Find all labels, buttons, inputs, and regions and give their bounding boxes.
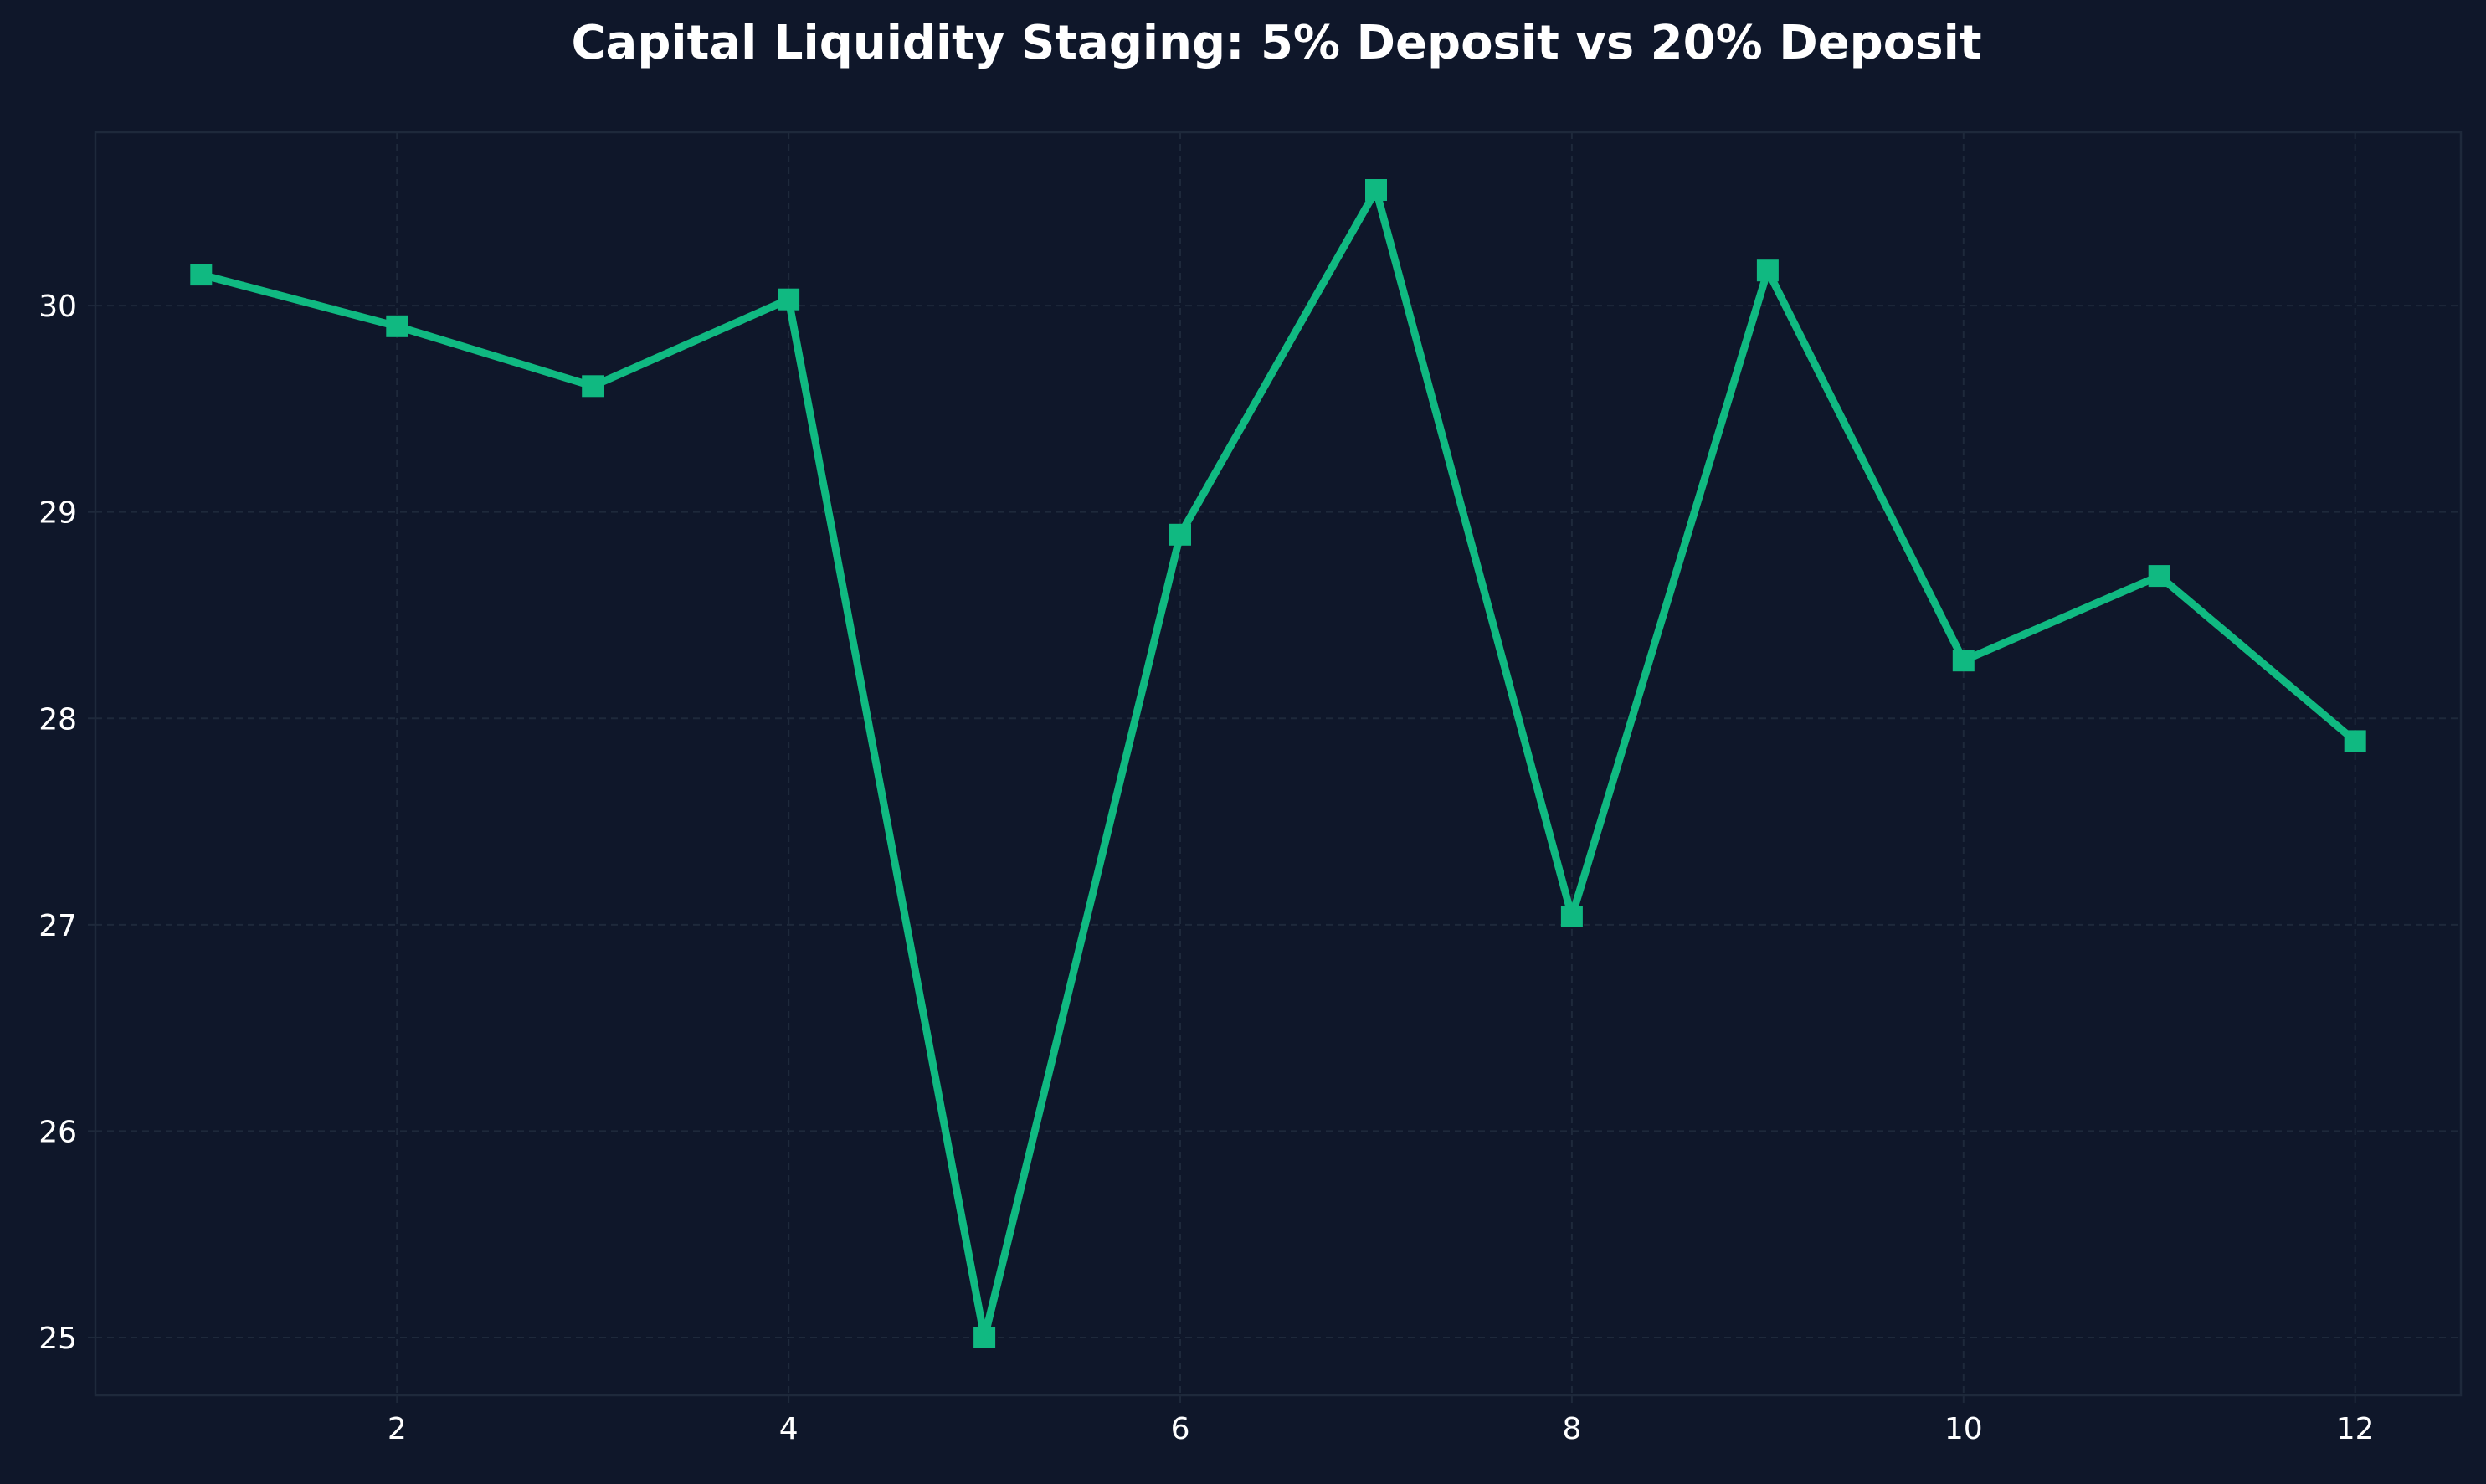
data-point [1756,259,1779,282]
x-tick-label: 2 [388,1412,407,1446]
data-point [582,375,604,398]
data-point [1952,650,1975,672]
data-point [190,264,213,286]
series-line [197,186,2360,1342]
data-point [778,288,800,311]
y-tick-label: 27 [39,909,77,943]
data-point [1169,523,1191,546]
data-point [386,315,408,337]
chart-title: Capital Liquidity Staging: 5% Deposit vs… [571,16,1981,70]
series-layer [190,179,2366,1348]
x-tick-label: 6 [1171,1412,1190,1446]
x-tick-label: 12 [2336,1412,2375,1446]
data-point [973,1327,996,1348]
x-tick-label: 8 [1562,1412,1581,1446]
y-tick-label: 30 [39,290,77,324]
y-tick-label: 28 [39,702,77,737]
y-tick-label: 25 [39,1322,77,1356]
x-tick-label: 10 [1944,1412,1983,1446]
data-point [1365,179,1387,201]
data-point [2344,730,2366,752]
grid [95,132,2461,1395]
y-tick-label: 29 [39,496,77,531]
plot-area [95,132,2461,1395]
axes: 2 4 6 8 10 12 25 26 27 28 29 30 [39,290,2374,1446]
plot-frame [94,131,2463,1397]
x-tick-label: 4 [779,1412,799,1446]
data-point [2148,565,2170,588]
y-tick-label: 26 [39,1115,77,1149]
data-point [1560,906,1583,927]
